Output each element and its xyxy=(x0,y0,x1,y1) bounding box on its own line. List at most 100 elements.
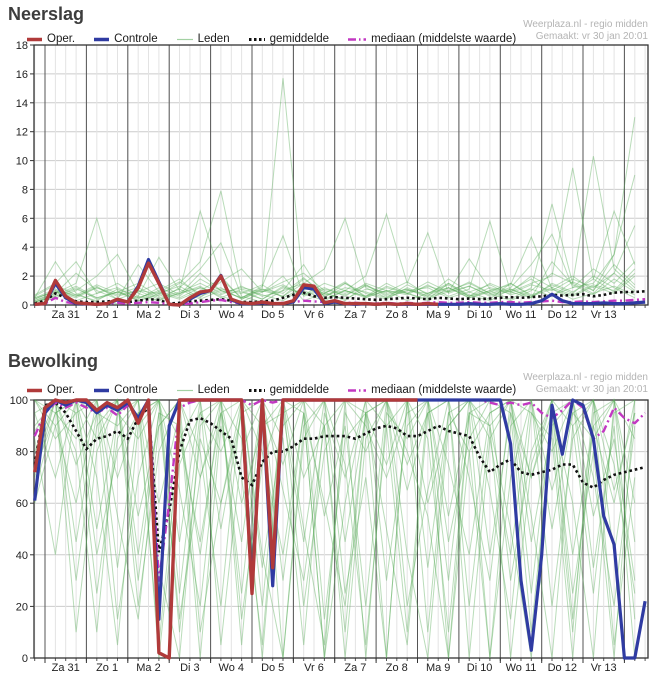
y-axis-label: 0 xyxy=(22,300,28,312)
leden-member-line xyxy=(34,117,636,305)
mediaan-line-icon xyxy=(348,388,367,392)
leden-member-line xyxy=(34,398,636,659)
controle-line-icon xyxy=(94,37,110,41)
legend-item-controle: Controle xyxy=(94,33,158,45)
credit-source: Weerplaza.nl - regio midden xyxy=(523,19,648,30)
legend-label: mediaan (middelste waarde) xyxy=(371,384,517,396)
x-axis-label: Ma 2 xyxy=(136,309,160,321)
x-axis-label: Zo 1 xyxy=(96,309,118,321)
credit-block-top: Weerplaza.nl - regio midden Gemaakt: vr … xyxy=(523,19,648,43)
chart-title-bewolking: Bewolking xyxy=(8,351,99,371)
oper-line-icon xyxy=(27,388,42,392)
credit-source: Weerplaza.nl - regio midden xyxy=(523,372,648,383)
legend-item-mediaan: mediaan (middelste waarde) xyxy=(348,384,516,396)
legend-item-controle: Controle xyxy=(94,384,158,396)
legend-neerslag: Oper. Controle Leden gemiddelde mediaan … xyxy=(27,33,516,45)
x-axis-label: Za 7 xyxy=(344,662,366,674)
gemiddelde-line xyxy=(33,401,646,553)
y-axis-label: 16 xyxy=(16,69,28,81)
leden-member-line xyxy=(34,216,636,302)
x-axis-label: Za 31 xyxy=(52,309,80,321)
x-axis-label: Ma 9 xyxy=(426,309,450,321)
x-axis-label: Di 3 xyxy=(180,662,200,674)
legend-label: gemiddelde xyxy=(269,33,330,45)
y-axis-label: 14 xyxy=(16,98,28,110)
x-axis-label: Do 12 xyxy=(548,662,577,674)
y-axis-label: 8 xyxy=(22,184,28,196)
x-axis-label: Di 3 xyxy=(180,309,200,321)
y-axis-label: 18 xyxy=(16,40,28,52)
legend-label: gemiddelde xyxy=(269,384,330,396)
leden-line-icon xyxy=(176,38,193,40)
x-axis-label: Do 5 xyxy=(261,662,284,674)
legend-label: Oper. xyxy=(47,384,76,396)
legend-bewolking: Oper. Controle Leden gemiddelde mediaan … xyxy=(27,384,516,396)
leden-member-line xyxy=(34,190,636,303)
x-axis-label: Vr 6 xyxy=(304,309,324,321)
x-axis-label: Vr 13 xyxy=(591,662,617,674)
leden-member-line xyxy=(34,398,636,659)
chart-title-neerslag: Neerslag xyxy=(8,4,85,24)
y-axis-label: 4 xyxy=(22,242,28,254)
oper-line xyxy=(33,398,418,660)
legend-label: Leden xyxy=(197,33,230,45)
x-axis-label: Do 5 xyxy=(261,309,284,321)
credit-block-bottom: Weerplaza.nl - regio midden Gemaakt: vr … xyxy=(523,372,648,396)
gemiddelde-line xyxy=(34,290,646,305)
y-axis-label: 12 xyxy=(16,127,28,139)
x-axis-label: Zo 8 xyxy=(386,662,408,674)
legend-label: Leden xyxy=(197,384,230,396)
leden-line-icon xyxy=(176,389,193,391)
y-axis-label: 80 xyxy=(16,447,28,459)
credit-timestamp: Gemaakt: vr 30 jan 20:01 xyxy=(535,384,648,395)
controle-line-icon xyxy=(94,388,110,392)
legend-item-oper: Oper. xyxy=(27,384,75,396)
x-axis-label: Di 10 xyxy=(467,309,493,321)
x-axis-label: Zo 1 xyxy=(96,662,118,674)
credit-timestamp: Gemaakt: vr 30 jan 20:01 xyxy=(535,31,648,42)
x-axis-label: Wo 11 xyxy=(506,309,537,321)
x-axis-label: Za 31 xyxy=(52,662,80,674)
legend-item-gemiddelde: gemiddelde xyxy=(248,33,330,45)
y-axis-label: 2 xyxy=(22,271,28,283)
x-axis-label: Di 10 xyxy=(467,662,493,674)
x-axis-label: Vr 6 xyxy=(304,662,324,674)
x-axis-label: Vr 13 xyxy=(591,309,617,321)
plot-frame xyxy=(33,44,649,306)
x-axis-label: Wo 4 xyxy=(219,662,244,674)
x-axis-label: Ma 2 xyxy=(136,662,160,674)
y-axis-label: 60 xyxy=(16,498,28,510)
x-axis-label: Za 7 xyxy=(344,309,366,321)
legend-label: mediaan (middelste waarde) xyxy=(371,33,517,45)
x-axis-label: Ma 9 xyxy=(426,662,450,674)
leden-member-line xyxy=(34,398,636,659)
x-axis-label: Zo 8 xyxy=(386,309,408,321)
legend-item-leden: Leden xyxy=(176,384,230,396)
leden-member-line xyxy=(34,398,636,659)
legend-item-gemiddelde: gemiddelde xyxy=(248,384,330,396)
leden-member-line xyxy=(34,209,636,300)
leden-member-line xyxy=(34,235,636,302)
leden-member-line xyxy=(34,268,636,303)
x-axis-label: Wo 11 xyxy=(506,662,537,674)
legend-label: Oper. xyxy=(47,33,76,45)
leden-member-line xyxy=(34,398,636,659)
x-axis-label: Do 12 xyxy=(548,309,577,321)
oper-line-icon xyxy=(27,37,42,41)
legend-item-mediaan: mediaan (middelste waarde) xyxy=(348,33,516,45)
leden-member-line xyxy=(34,398,636,659)
y-axis-label: 20 xyxy=(16,601,28,613)
y-axis-label: 0 xyxy=(22,653,28,665)
y-axis-label: 10 xyxy=(16,156,28,168)
oper-line xyxy=(34,261,439,307)
y-axis-label: 100 xyxy=(10,395,28,407)
leden-member-line xyxy=(34,398,636,659)
x-axis-label: Wo 4 xyxy=(219,309,244,321)
leden-member-line xyxy=(34,78,635,303)
legend-item-leden: Leden xyxy=(176,33,230,45)
leden-member-line xyxy=(34,212,636,303)
leden-member-line xyxy=(34,203,636,305)
y-axis-label: 40 xyxy=(16,550,28,562)
leden-member-line xyxy=(34,398,636,659)
leden-member-line xyxy=(34,398,636,659)
